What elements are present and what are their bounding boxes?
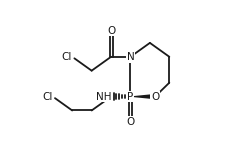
Text: O: O (126, 117, 134, 127)
Text: O: O (106, 26, 115, 36)
Text: P: P (127, 92, 133, 102)
Text: O: O (150, 92, 158, 102)
Text: N: N (126, 52, 134, 62)
Text: NH: NH (95, 92, 110, 102)
Text: Cl: Cl (42, 92, 53, 102)
Polygon shape (133, 94, 151, 99)
Text: Cl: Cl (62, 52, 72, 62)
